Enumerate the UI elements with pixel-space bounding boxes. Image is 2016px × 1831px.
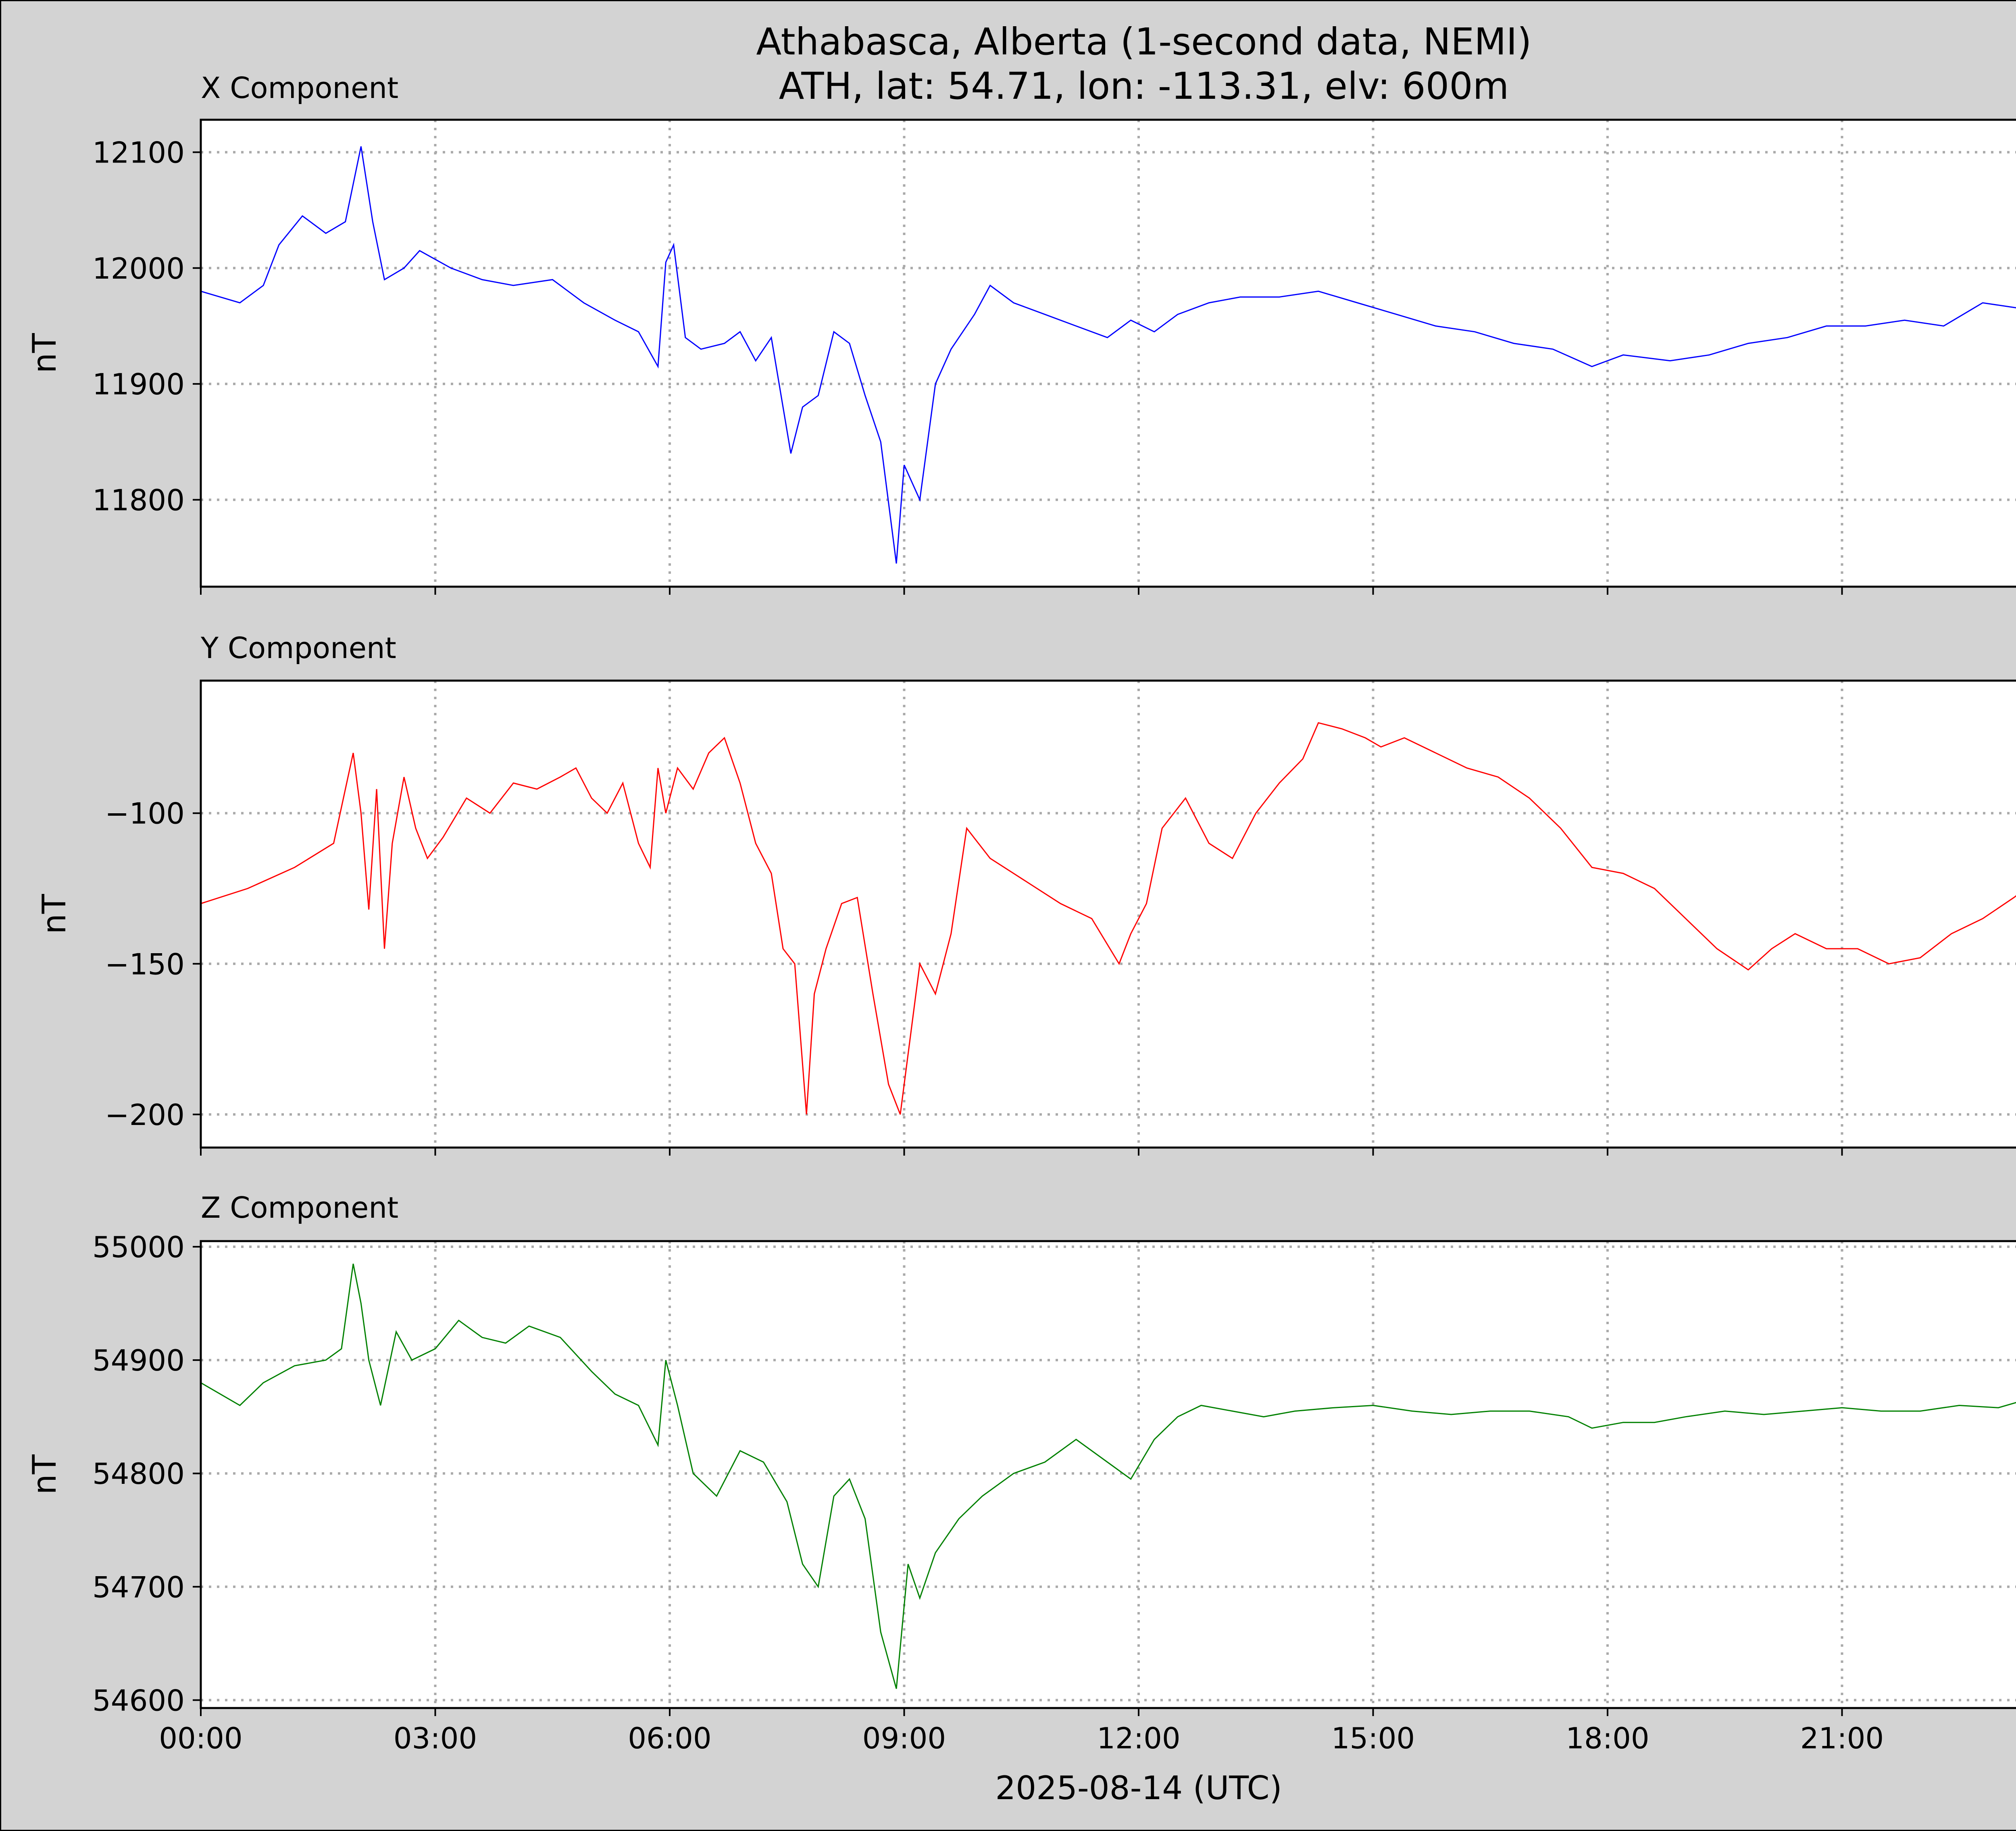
figure-title-line2: ATH, lat: 54.71, lon: -113.31, elv: 600m — [779, 65, 1509, 108]
z-component-panel: Z Component 54600 54700 54800 54900 55000 00… — [26, 1191, 2016, 1807]
z-y-tick-label: 55000 — [92, 1230, 185, 1264]
z-plot-area — [201, 1241, 2016, 1708]
z-series-line — [200, 1263, 2016, 1689]
z-y-ticks: 54600 54700 54800 54900 55000 — [92, 1230, 201, 1717]
z-x-tick-label: 09:00 — [862, 1721, 946, 1755]
y-y-ticks: −200 −150 −100 — [105, 797, 201, 1132]
figure-title-line1: Athabasca, Alberta (1-second data, NEMI) — [756, 20, 1531, 63]
y-grid-horizontal — [201, 812, 2016, 1116]
y-y-axis-label: nT — [35, 894, 73, 934]
z-y-tick-label: 54800 — [92, 1457, 185, 1491]
y-y-tick-label: −200 — [105, 1098, 185, 1132]
y-plot-area — [201, 681, 2016, 1148]
y-component-panel: Y Component −200 −150 −100 nT — [35, 631, 2016, 1156]
z-panel-title: Z Component — [201, 1191, 398, 1225]
z-x-tick-label: 00:00 — [159, 1721, 243, 1755]
x-axis-label: 2025-08-14 (UTC) — [995, 1769, 1282, 1807]
x-plot-area — [201, 120, 2016, 587]
z-grid-horizontal — [201, 1246, 2016, 1702]
z-x-ticks: 00:00 03:00 06:00 09:00 12:00 15:00 18:00 21:00 — [159, 1708, 1884, 1755]
z-x-tick-label: 15:00 — [1331, 1721, 1415, 1755]
x-panel-title: X Component — [201, 71, 398, 105]
x-series-line — [200, 146, 2016, 564]
z-x-tick-label: 06:00 — [628, 1721, 712, 1755]
y-panel-title: Y Component — [200, 631, 396, 665]
z-y-tick-label: 54900 — [92, 1344, 185, 1377]
y-y-tick-label: −150 — [105, 947, 185, 981]
y-series-line — [200, 722, 2016, 1115]
x-component-panel: X Component 11800 11900 12000 12100 nT — [26, 71, 2016, 595]
z-x-tick-label: 21:00 — [1800, 1721, 1884, 1755]
x-y-tick-label: 11800 — [92, 483, 185, 517]
y-x-ticks — [200, 1148, 1843, 1156]
z-y-tick-label: 54600 — [92, 1683, 185, 1717]
z-x-tick-label: 03:00 — [394, 1721, 477, 1755]
z-x-tick-label: 12:00 — [1097, 1721, 1181, 1755]
z-x-tick-label: 18:00 — [1566, 1721, 1649, 1755]
y-grid-vertical — [434, 681, 1843, 1148]
x-y-tick-label: 12000 — [92, 252, 185, 285]
x-x-ticks — [200, 587, 1843, 595]
x-y-tick-label: 11900 — [92, 367, 185, 401]
x-y-axis-label: nT — [26, 333, 63, 373]
x-grid-horizontal — [201, 151, 2016, 501]
x-y-ticks: 11800 11900 12000 12100 — [92, 135, 201, 517]
x-grid-vertical — [434, 120, 1843, 587]
y-y-tick-label: −100 — [105, 797, 185, 831]
x-y-tick-label: 12100 — [92, 135, 185, 169]
z-grid-vertical — [434, 1241, 1843, 1708]
z-y-tick-label: 54700 — [92, 1570, 185, 1604]
z-y-axis-label: nT — [26, 1454, 63, 1495]
